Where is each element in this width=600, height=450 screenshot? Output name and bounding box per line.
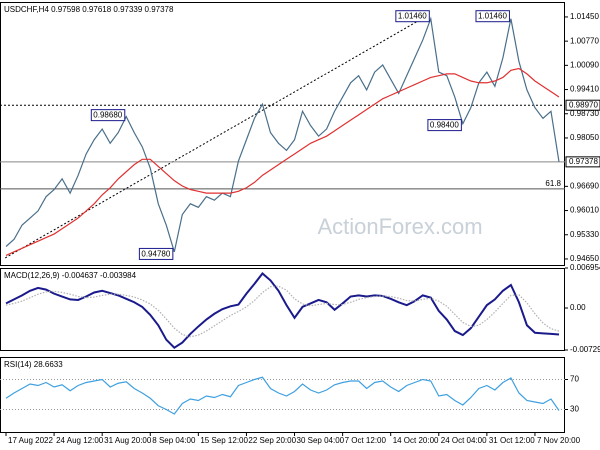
y-tick-label: 0.95330 bbox=[570, 230, 599, 239]
annotation-label: 0.94780 bbox=[141, 249, 170, 258]
series-line bbox=[5, 67, 560, 256]
series-line bbox=[5, 272, 560, 350]
x-tick-label: 31 Aug 20:00 bbox=[104, 436, 152, 445]
panel-title: MACD(12,26,9) -0.004637 -0.003984 bbox=[4, 271, 137, 280]
annotation-box bbox=[427, 119, 462, 132]
price-tag-box bbox=[565, 156, 600, 168]
y-tick-label: 0.98730 bbox=[570, 109, 599, 118]
panel-frame bbox=[0, 2, 565, 266]
y-tick-label: -0.007294 bbox=[570, 345, 600, 354]
series-line bbox=[5, 376, 560, 415]
panel-title: RSI(14) 28.6633 bbox=[4, 360, 63, 369]
y-tick-label: 1.00770 bbox=[570, 36, 599, 45]
y-tick-label: 0.99410 bbox=[570, 85, 599, 94]
y-tick-label: 0.94650 bbox=[570, 254, 599, 263]
x-tick-label: 31 Oct 12:00 bbox=[489, 436, 535, 445]
x-tick-label: 17 Aug 2022 bbox=[8, 436, 53, 445]
annotation-box bbox=[475, 10, 510, 23]
panel-frame bbox=[0, 357, 565, 433]
watermark: ActionForex.com bbox=[317, 214, 482, 239]
x-tick-label: 30 Sep 04:00 bbox=[297, 436, 345, 445]
y-tick-label: 1.01450 bbox=[570, 12, 599, 21]
x-tick-label: 7 Nov 20:00 bbox=[537, 436, 581, 445]
price-tag: 0.98970 bbox=[569, 100, 598, 109]
annotation-label: 1.01460 bbox=[478, 12, 507, 21]
series-line bbox=[5, 285, 560, 338]
trendline bbox=[4, 16, 426, 259]
y-tick-label: 0.96010 bbox=[570, 206, 599, 215]
annotation-box bbox=[395, 10, 430, 23]
x-tick-label: 24 Aug 12:00 bbox=[56, 436, 104, 445]
y-tick-label: 70 bbox=[570, 375, 579, 384]
annotation-label: 0.98680 bbox=[93, 111, 122, 120]
series-line bbox=[5, 16, 560, 253]
panel-title: USDCHF,H4 0.97598 0.97618 0.97339 0.9737… bbox=[4, 5, 174, 14]
y-tick-label: 0.96690 bbox=[570, 181, 599, 190]
fib-label: 61.8 bbox=[545, 179, 561, 188]
y-tick-label: 30 bbox=[570, 405, 579, 414]
annotation-label: 0.98400 bbox=[430, 121, 459, 130]
x-tick-label: 22 Sep 20:00 bbox=[248, 436, 296, 445]
price-tag: 0.97378 bbox=[569, 157, 598, 166]
x-tick-label: 15 Sep 12:00 bbox=[200, 436, 248, 445]
x-tick-label: 14 Oct 20:00 bbox=[393, 436, 439, 445]
y-tick-label: 0.98050 bbox=[570, 133, 599, 142]
annotation-box bbox=[138, 247, 174, 260]
x-tick-label: 7 Oct 12:00 bbox=[345, 436, 387, 445]
x-tick-label: 24 Oct 04:00 bbox=[441, 436, 487, 445]
annotation-box bbox=[90, 109, 126, 122]
price-tag-box bbox=[565, 99, 600, 111]
y-tick-label: 1.00090 bbox=[570, 60, 599, 69]
y-tick-label: 0.00 bbox=[570, 303, 586, 312]
panel-frame bbox=[0, 268, 565, 351]
y-tick-label: 0.006954 bbox=[570, 263, 600, 272]
annotation-label: 1.01460 bbox=[398, 12, 427, 21]
x-tick-label: 8 Sep 04:00 bbox=[152, 436, 196, 445]
